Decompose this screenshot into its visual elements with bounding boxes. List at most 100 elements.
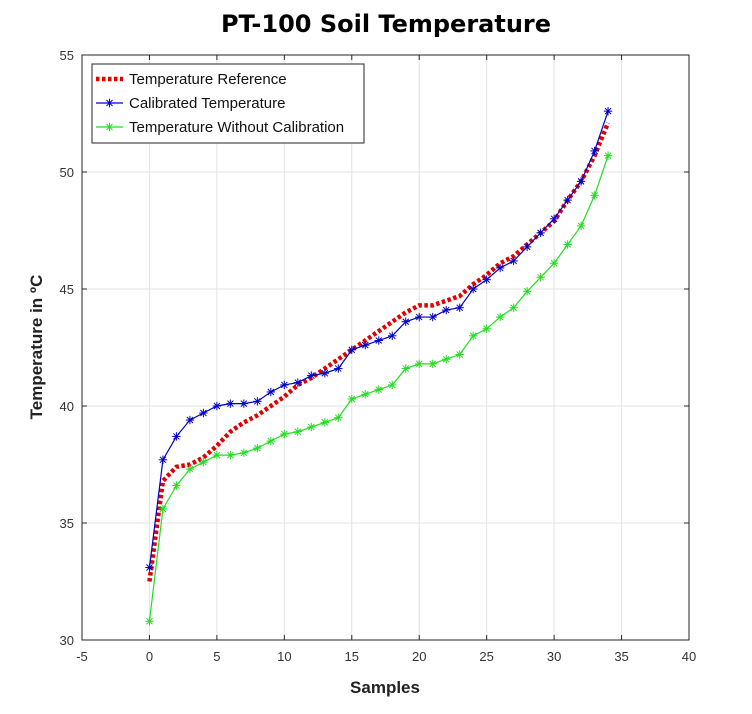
y-tick-label: 55 [60, 48, 74, 63]
data-point-uncalibrated [468, 331, 478, 340]
data-point-uncalibrated [293, 427, 303, 436]
marker-stroke [537, 229, 544, 237]
data-point-uncalibrated [576, 221, 586, 231]
marker-stroke [254, 444, 261, 452]
marker-stroke [442, 306, 450, 314]
data-point-uncalibrated [226, 450, 235, 460]
data-point-calibrated [239, 399, 249, 408]
marker-stroke [510, 304, 517, 312]
x-tick-label: 5 [213, 649, 220, 664]
marker-stroke [334, 365, 342, 372]
marker-stroke [240, 449, 248, 457]
data-point-uncalibrated [522, 287, 532, 296]
legend-marker-calibrated [105, 98, 114, 108]
data-point-uncalibrated [603, 151, 613, 160]
marker-stroke [550, 215, 558, 223]
data-point-calibrated [401, 317, 410, 326]
marker-stroke [429, 313, 437, 321]
marker-stroke [402, 318, 410, 326]
data-point-uncalibrated [374, 385, 383, 394]
data-point-uncalibrated [158, 504, 168, 514]
marker-stroke [388, 332, 396, 340]
legend-label-uncalibrated: Temperature Without Calibration [129, 119, 344, 136]
x-tick-label: 0 [146, 649, 153, 664]
data-point-calibrated [347, 345, 356, 355]
x-tick-label: 15 [345, 649, 359, 664]
data-point-uncalibrated [199, 457, 208, 467]
data-point-uncalibrated [334, 413, 343, 422]
marker-stroke [227, 451, 234, 459]
marker-stroke [254, 397, 261, 405]
marker-stroke [577, 222, 585, 230]
data-point-uncalibrated [172, 481, 181, 490]
marker-stroke [213, 451, 221, 459]
legend-label-calibrated: Calibrated Temperature [129, 95, 285, 112]
data-point-uncalibrated [280, 429, 289, 439]
marker-stroke [294, 428, 302, 436]
x-tick-label: 10 [277, 649, 291, 664]
data-point-calibrated [158, 455, 168, 465]
data-point-uncalibrated [320, 418, 329, 427]
marker-stroke [415, 360, 423, 368]
marker-stroke [361, 341, 369, 349]
marker-stroke [294, 379, 302, 386]
data-point-calibrated [293, 378, 303, 387]
marker-stroke [375, 337, 383, 344]
data-point-calibrated [199, 408, 208, 418]
data-point-uncalibrated [415, 359, 424, 369]
data-point-uncalibrated [266, 436, 276, 446]
data-point-calibrated [361, 340, 370, 350]
marker-stroke [456, 351, 464, 358]
marker-stroke [267, 388, 275, 396]
y-tick-label: 30 [60, 633, 74, 648]
data-point-uncalibrated [482, 324, 491, 333]
x-tick-label: 35 [614, 649, 628, 664]
data-point-uncalibrated [185, 464, 195, 474]
x-tick-label: -5 [76, 649, 88, 664]
data-point-calibrated [455, 303, 464, 312]
data-point-calibrated [468, 284, 478, 294]
data-point-calibrated [442, 305, 451, 315]
data-point-uncalibrated [212, 450, 222, 460]
x-axis-label: Samples [350, 678, 420, 697]
marker-stroke [402, 365, 410, 372]
marker-stroke [240, 400, 248, 408]
marker-stroke [523, 287, 531, 295]
data-point-calibrated [307, 371, 316, 380]
data-point-uncalibrated [388, 380, 397, 390]
marker-stroke [469, 332, 477, 340]
data-point-uncalibrated [428, 359, 437, 369]
grid-lines [82, 55, 689, 640]
marker-stroke [523, 243, 531, 251]
series-line-reference [147, 122, 611, 582]
marker-stroke [361, 390, 369, 398]
data-point-uncalibrated [361, 390, 370, 399]
marker-stroke [577, 178, 585, 185]
marker-stroke [321, 419, 329, 426]
plot-area [81, 54, 690, 641]
marker-stroke [280, 430, 288, 438]
data-point-uncalibrated [347, 394, 356, 404]
marker-stroke [267, 437, 275, 445]
data-point-calibrated [603, 106, 613, 116]
marker-stroke [483, 276, 491, 283]
data-point-calibrated [495, 263, 505, 273]
data-point-calibrated [280, 380, 289, 390]
data-point-calibrated [320, 369, 329, 378]
data-point-uncalibrated [307, 422, 316, 432]
data-point-uncalibrated [253, 443, 262, 453]
marker-stroke [280, 381, 288, 389]
data-point-calibrated [590, 146, 599, 156]
marker-stroke [442, 355, 450, 363]
data-point-uncalibrated [509, 303, 518, 312]
marker-stroke [348, 346, 356, 354]
marker-stroke [159, 505, 167, 513]
legend-marker-uncalibrated [105, 122, 114, 132]
data-point-calibrated [549, 214, 559, 223]
x-tick-label: 40 [682, 649, 696, 664]
y-axis-label: Temperature in ºC [27, 275, 46, 420]
marker-stroke [469, 285, 477, 293]
data-point-uncalibrated [563, 240, 572, 249]
marker-stroke [388, 381, 396, 389]
